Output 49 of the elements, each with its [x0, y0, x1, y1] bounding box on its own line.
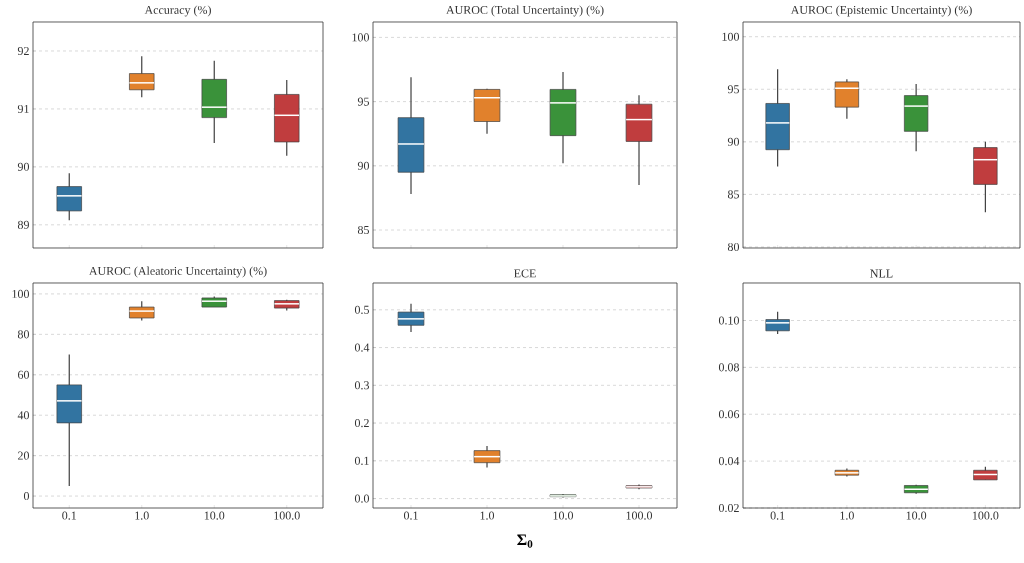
x-tick-label: 10.0 — [553, 511, 574, 520]
y-tick-label: 95 — [727, 85, 740, 94]
x-tick-label: 0.1 — [770, 511, 785, 520]
y-tick-label: 0.08 — [718, 363, 740, 372]
y-tick-label: 0.5 — [354, 305, 370, 314]
y-tick-label: 90 — [17, 162, 30, 171]
y-tick-label: 91 — [17, 104, 29, 113]
x-tick-label: 0.1 — [62, 511, 77, 520]
y-tick-label: 95 — [357, 97, 370, 106]
y-tick-label: 60 — [17, 370, 30, 379]
x-tick-label: 10.0 — [204, 511, 225, 520]
y-tick-label: 80 — [727, 242, 740, 251]
y-tick-label: 80 — [17, 330, 30, 339]
chart-title: AUROC (Total Uncertainty) (%) — [446, 5, 604, 17]
chart-title: ECE — [514, 269, 536, 278]
y-tick-label: 0.04 — [718, 457, 740, 466]
chart-title: AUROC (Aleatoric Uncertainty) (%) — [88, 266, 267, 278]
y-tick-label: 85 — [357, 225, 370, 235]
y-tick-label: 100 — [352, 33, 370, 42]
chart-title: Accuracy (%) — [144, 5, 211, 17]
x-tick-label: 1.0 — [480, 511, 495, 520]
x-axis-title: Σ$_{0}$ — [517, 534, 533, 548]
y-tick-label: 92 — [17, 46, 29, 55]
y-tick-label: 0.4 — [354, 343, 370, 352]
y-tick-label: 90 — [727, 137, 740, 146]
y-tick-label: 0.2 — [354, 418, 369, 428]
x-tick-label: 0.1 — [403, 511, 418, 520]
y-tick-label: 40 — [17, 411, 30, 420]
x-tick-label: 1.0 — [135, 511, 149, 520]
y-tick-label: 0.02 — [718, 503, 739, 513]
y-tick-label: 90 — [357, 161, 370, 170]
chart-title: NLL — [870, 269, 893, 278]
x-tick-label: 1.0 — [840, 511, 854, 520]
chart-title: AUROC (Epistemic Uncertainty) (%) — [790, 5, 972, 17]
y-tick-label: 0.1 — [354, 456, 369, 465]
y-tick-label: 89 — [17, 220, 29, 229]
y-tick-label: 0.3 — [354, 381, 370, 390]
y-tick-label: 20 — [18, 451, 30, 460]
x-tick-label: 100.0 — [274, 511, 300, 520]
y-tick-label: 85 — [727, 190, 740, 199]
y-tick-label: 0.10 — [718, 316, 740, 325]
y-tick-label: 0.0 — [354, 494, 370, 503]
y-tick-label: 100 — [12, 289, 30, 298]
x-tick-label: 10.0 — [906, 511, 927, 520]
x-tick-label: 100.0 — [626, 511, 653, 520]
x-tick-label: 100.0 — [972, 511, 999, 520]
y-tick-label: 0.06 — [718, 410, 740, 419]
y-tick-label: 0 — [23, 492, 30, 501]
y-tick-label: 100 — [722, 32, 740, 41]
